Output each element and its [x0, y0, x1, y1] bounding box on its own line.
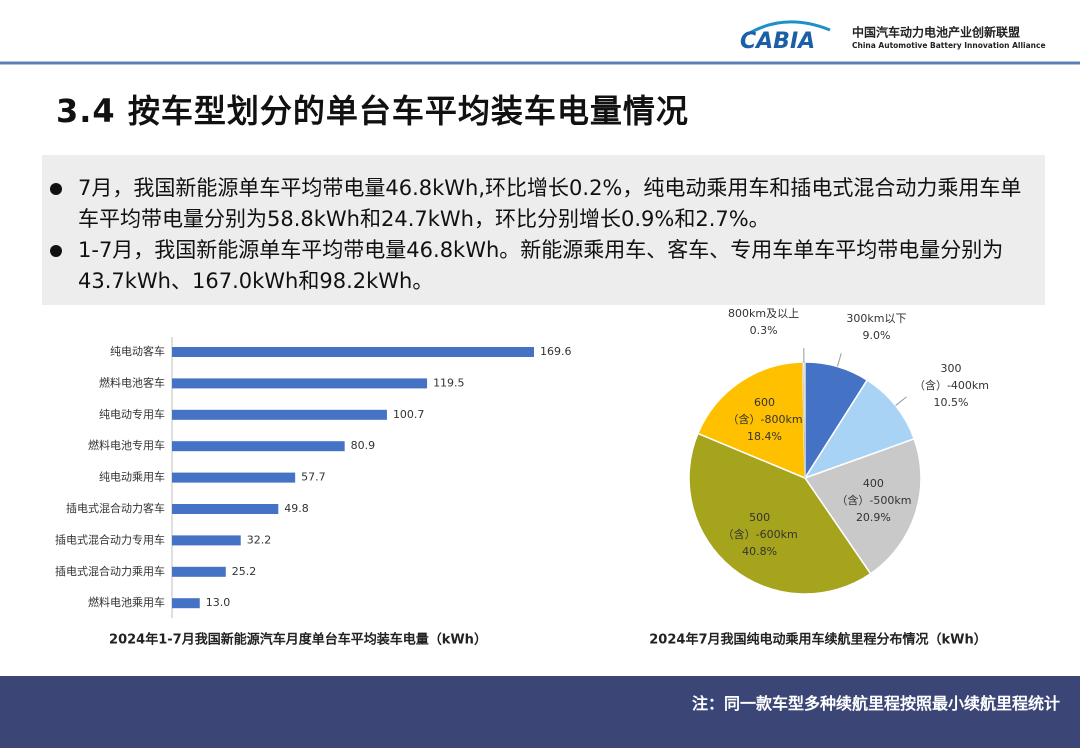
pie-category-label: 800km及以上	[728, 306, 800, 320]
category-label: 插电式混合动力乘用车	[55, 564, 165, 578]
bar	[172, 472, 296, 483]
pie-slice	[696, 361, 806, 480]
pie-category-label: 600（含）-800km	[727, 395, 803, 426]
org-cn: 中国汽车动力电池产业创新联盟	[852, 25, 1020, 40]
category-label: 燃料电池客车	[99, 375, 165, 389]
pie-label: 300（含）-400km 10.5%	[913, 360, 990, 411]
category-label: 燃料电池乘用车	[88, 595, 165, 609]
pie-label: 500（含）-600km 40.8%	[722, 509, 798, 560]
pie-category-label: 500（含）-600km	[722, 510, 798, 541]
heading: 3.4 按车型划分的单台车平均装车电量情况	[56, 92, 689, 130]
value-label: 119.5	[433, 376, 465, 389]
org-en: China Automotive Battery Innovation Alli…	[852, 41, 1046, 50]
pie-category-label: 300（含）-400km	[913, 362, 990, 393]
pie-category-label: 300km以下	[846, 312, 907, 326]
bar	[172, 378, 428, 389]
bar	[172, 347, 534, 357]
logo-arc	[747, 20, 831, 36]
pie-label: 800km及以上 0.3%	[727, 305, 801, 339]
pie-slice	[688, 432, 872, 595]
bullet: 7月，我国新能源单车平均带电量46.8kWh,环比增长0.2%，纯电动乘用车和插…	[50, 173, 1038, 235]
category-label: 燃料电池专用车	[88, 438, 165, 452]
pie-slice	[802, 361, 806, 479]
pie-label: 300km以下 9.0%	[839, 310, 913, 344]
pie-value-label: 20.9%	[855, 511, 891, 525]
summary-box: 7月，我国新能源单车平均带电量46.8kWh,环比增长0.2%，纯电动乘用车和插…	[42, 155, 1045, 305]
pie-label: 600（含）-800km 18.4%	[727, 394, 803, 445]
pie-value-label: 9.0%	[862, 329, 891, 343]
logo: CABIA	[740, 29, 815, 54]
pie-category-label: 400（含）-500km	[836, 477, 912, 508]
pie-slice	[803, 437, 922, 575]
value-label: 100.7	[393, 408, 425, 421]
bar	[172, 441, 345, 452]
value-label: 32.2	[247, 533, 271, 546]
value-label: 25.2	[232, 565, 256, 578]
footer: 注：同一款车型多种续航里程按照最小续航里程统计	[0, 676, 1080, 748]
value-label: 169.6	[540, 345, 572, 358]
category-label: 纯电动乘用车	[99, 470, 165, 484]
bullet: 1-7月，我国新能源单车平均带电量46.8kWh。新能源乘用车、客车、专用车单车…	[50, 235, 1038, 297]
pie-value-label: 0.3%	[749, 323, 778, 337]
bar	[172, 566, 226, 577]
bar	[172, 409, 387, 420]
bar	[172, 504, 279, 514]
chart-title: 2024年7月我国纯电动乘用车续航里程分布情况（kWh）	[649, 632, 986, 648]
category-label: 插电式混合动力专用车	[55, 532, 165, 546]
chart-title: 2024年1-7月我国新能源汽车月度单台车平均装车电量（kWh）	[109, 632, 487, 648]
value-label: 13.0	[206, 596, 231, 609]
leader-line	[895, 396, 907, 406]
category-label: 纯电动客车	[110, 344, 165, 358]
value-label: 49.8	[284, 502, 309, 515]
leader-line	[836, 353, 842, 367]
pie-value-label: 18.4%	[747, 429, 782, 443]
pie-slice	[803, 379, 916, 480]
value-label: 57.7	[301, 471, 326, 484]
footer-note: 注：同一款车型多种续航里程按照最小续航里程统计	[691, 694, 1060, 713]
value-label: 80.9	[351, 439, 376, 452]
bar	[172, 535, 241, 546]
bar	[172, 598, 200, 609]
category-label: 纯电动专用车	[99, 407, 165, 421]
pie-value-label: 40.8%	[742, 544, 778, 558]
category-label: 插电式混合动力客车	[66, 501, 165, 515]
pie-value-label: 10.5%	[933, 396, 969, 410]
pie-label: 400（含）-500km 20.9%	[836, 475, 912, 526]
